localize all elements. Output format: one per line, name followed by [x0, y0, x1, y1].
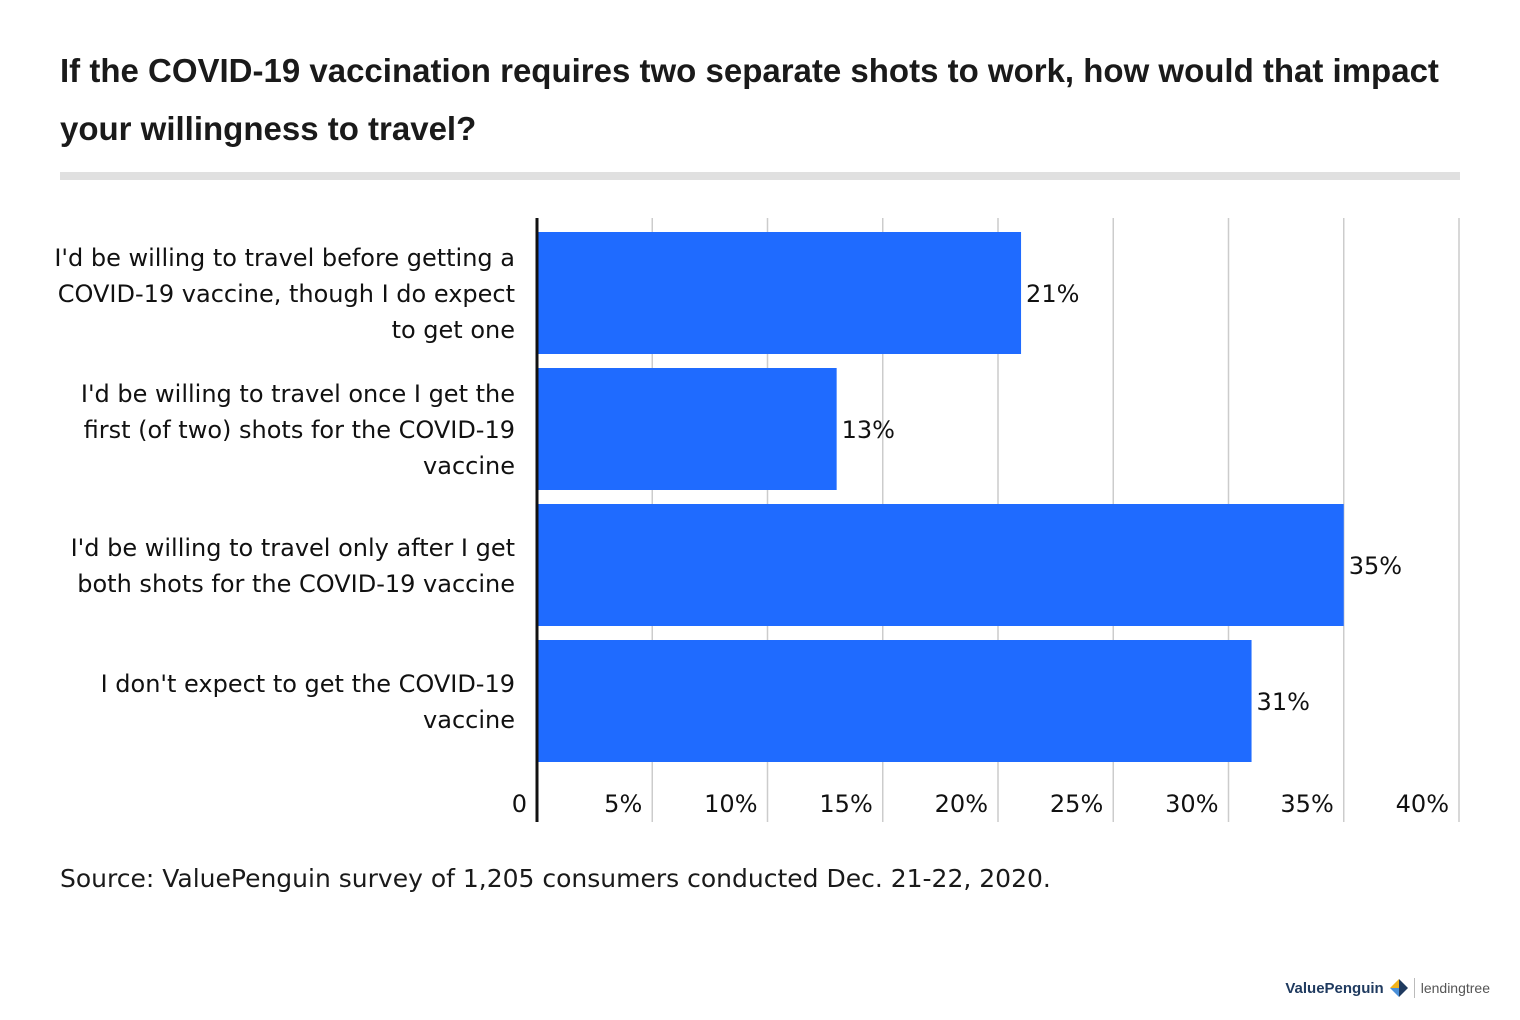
logo-divider: [1413, 978, 1415, 998]
value-label-2: 35%: [1349, 552, 1402, 580]
x-tick-label-5: 25%: [1050, 790, 1103, 818]
valuepenguin-wordmark: ValuePenguin: [1285, 979, 1384, 997]
lendingtree-wordmark: lendingtree: [1420, 980, 1490, 996]
category-label-3: I don't expect to get the COVID-19 vaccin…: [101, 670, 515, 734]
bar-0: [537, 232, 1022, 354]
value-label-0: 21%: [1026, 280, 1079, 308]
category-label-1: I'd be willing to travel once I get the f…: [81, 380, 515, 480]
title-divider: [60, 172, 1460, 180]
bar-3: [537, 640, 1252, 762]
brand-logo: ValuePenguin lendingtree: [1285, 978, 1490, 998]
x-tick-label-3: 15%: [819, 790, 872, 818]
x-tick-label-8: 40%: [1396, 790, 1449, 818]
bar-1: [537, 368, 837, 490]
source-note: Source: ValuePenguin survey of 1,205 con…: [60, 864, 1051, 893]
category-label-0: I'd be willing to travel before getting …: [54, 244, 515, 344]
chart-title: If the COVID-19 vaccination requires two…: [60, 52, 1439, 147]
x-tick-label-7: 35%: [1280, 790, 1333, 818]
bar-chart: 21% 13% 35% 31% I'd be willing to travel bef…: [54, 218, 1460, 822]
valuepenguin-mark-icon: [1389, 979, 1408, 997]
value-label-3: 31%: [1257, 688, 1310, 716]
category-label-2: I'd be willing to travel only after I ge…: [71, 534, 515, 598]
x-tick-label-2: 10%: [704, 790, 757, 818]
bar-2: [537, 504, 1344, 626]
x-tick-label-6: 30%: [1165, 790, 1218, 818]
value-label-1: 13%: [842, 416, 895, 444]
x-tick-label-1: 5%: [604, 790, 642, 818]
x-tick-label-0: 0: [512, 790, 527, 818]
x-tick-label-4: 20%: [935, 790, 988, 818]
